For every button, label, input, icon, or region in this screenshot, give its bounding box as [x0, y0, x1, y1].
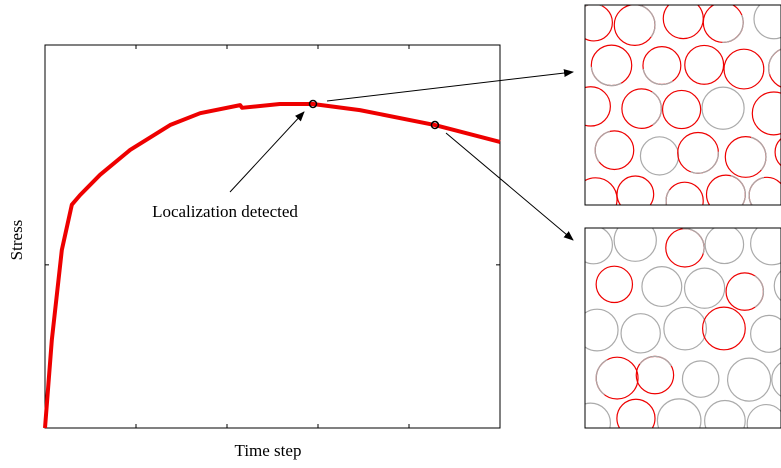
particle-arc	[768, 46, 781, 90]
particle	[704, 399, 746, 428]
plot-frame	[44, 44, 501, 429]
particle	[616, 398, 656, 428]
particle	[585, 5, 613, 42]
highlight-point	[308, 99, 318, 109]
highlight-point	[430, 120, 440, 130]
particle-arc	[702, 5, 744, 44]
particle	[662, 5, 704, 40]
particle	[585, 308, 619, 352]
y-axis-label: Stress	[7, 220, 26, 261]
zoom-arrow	[326, 69, 574, 102]
particle	[684, 44, 725, 85]
particle	[701, 86, 745, 130]
particle	[723, 48, 765, 90]
annotation-arrow	[229, 111, 305, 193]
particle	[750, 228, 781, 266]
particle-arc	[665, 181, 704, 205]
particle	[661, 89, 702, 130]
particle	[585, 228, 614, 265]
particle-arc	[677, 131, 719, 174]
particle	[771, 362, 781, 397]
particle	[616, 175, 655, 205]
particle	[620, 313, 661, 354]
particle	[773, 270, 781, 302]
particle-arc	[725, 272, 765, 311]
particle	[585, 177, 618, 205]
particle	[595, 265, 634, 304]
particle	[704, 228, 745, 265]
particle	[681, 360, 720, 398]
particle	[753, 5, 781, 40]
particle	[746, 403, 781, 428]
particle	[726, 357, 772, 402]
particle	[663, 306, 707, 351]
particle	[750, 314, 781, 353]
particle-arc	[590, 44, 633, 87]
zoom-arrow	[445, 132, 574, 241]
particle-arc	[705, 174, 746, 205]
particle	[585, 402, 612, 428]
particle-arc	[724, 136, 767, 178]
stress-line	[43, 101, 501, 429]
particle	[774, 137, 781, 167]
particle-panel	[585, 5, 781, 205]
particle	[751, 91, 781, 136]
particle-arc	[621, 88, 662, 129]
particle	[656, 398, 702, 428]
x-axis-label: Time step	[235, 441, 302, 460]
particle	[665, 181, 704, 205]
particle-arc	[613, 5, 656, 46]
panel-frame	[584, 227, 781, 429]
particle-arc	[748, 176, 781, 205]
particle	[701, 306, 746, 351]
particle-arc	[665, 228, 705, 268]
particle	[641, 266, 683, 308]
particle	[639, 136, 680, 176]
particle	[683, 267, 726, 309]
particle-panel	[585, 228, 781, 428]
panel-frame	[584, 4, 781, 206]
particle	[613, 228, 657, 262]
annotation: Localization detected	[152, 202, 298, 221]
particle	[585, 86, 611, 127]
